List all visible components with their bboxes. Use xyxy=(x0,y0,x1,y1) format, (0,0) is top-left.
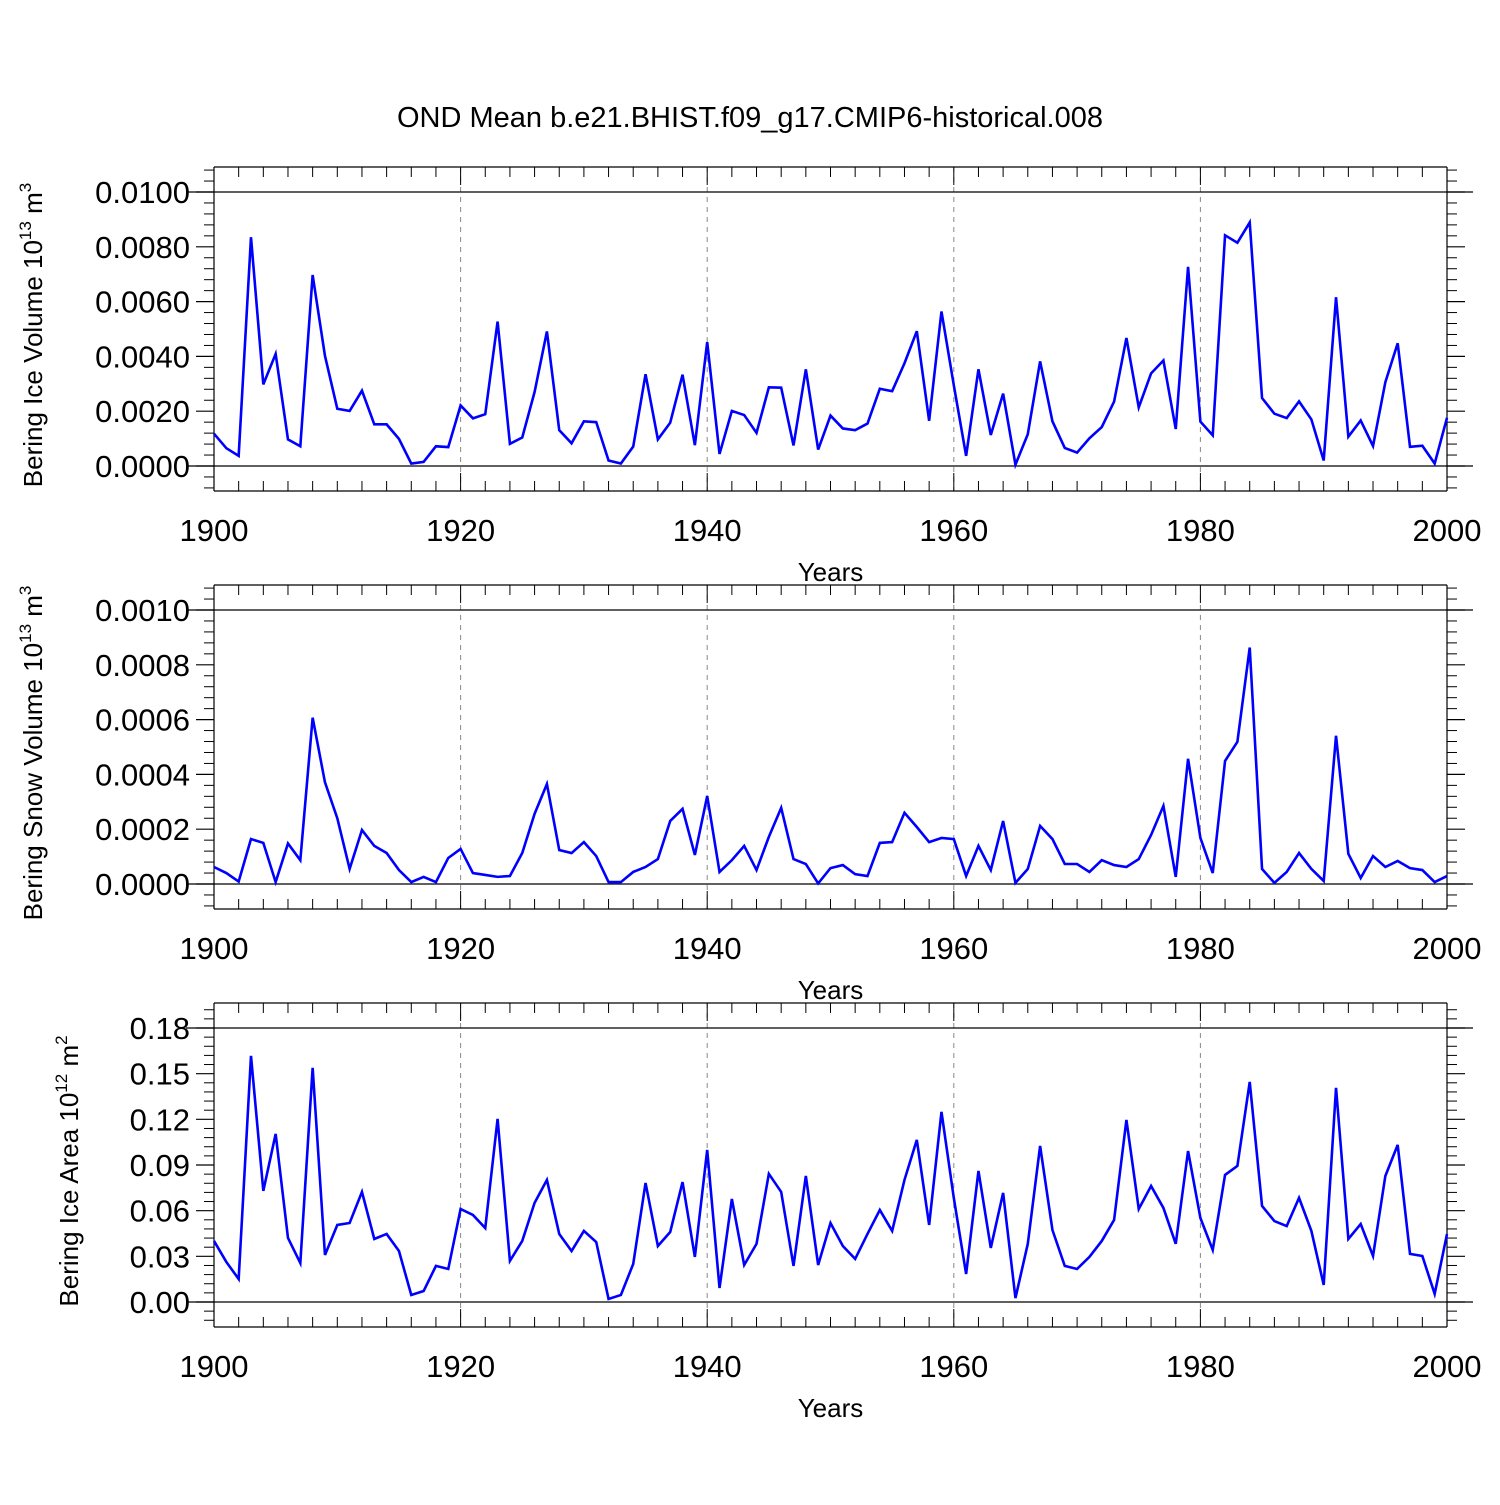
panel1-xtick-label: 1960 xyxy=(919,513,988,548)
panel2-xaxis-title: Years xyxy=(798,975,864,1005)
panel2-xtick-label: 1960 xyxy=(919,931,988,966)
panel2-ytick-label: 0.0002 xyxy=(95,812,190,847)
panel3-ytick-label: 0.12 xyxy=(130,1102,190,1137)
panel1-yaxis-title-unit: m xyxy=(18,192,48,221)
panel3-chart: 0.00 0.03 0.06 0.09 0.12 0.15 0.18 1900 1920 1940… xyxy=(52,1002,1482,1423)
panel1-ytick-label: 0.0020 xyxy=(95,394,190,429)
panel3-yaxis-title-exponent: 12 xyxy=(52,1074,71,1093)
panel2-ytick-label: 0.0008 xyxy=(95,648,190,683)
panel3-yaxis-title: Bering Ice Area 1012 m2 xyxy=(52,1035,84,1306)
panel3-xtick-label: 1920 xyxy=(426,1349,495,1384)
panel2-ytick-label: 0.0000 xyxy=(95,867,190,902)
panel1-ytick-label: 0.0080 xyxy=(95,230,190,265)
panel3-xtick-label: 2000 xyxy=(1413,1349,1482,1384)
panel2-xtick-label: 1940 xyxy=(673,931,742,966)
panel3-ytick-label: 0.09 xyxy=(130,1148,190,1183)
panel2-xtick-label: 1900 xyxy=(180,931,249,966)
panel3-ytick-label: 0.18 xyxy=(130,1011,190,1046)
panel2-xtick-label: 2000 xyxy=(1413,931,1482,966)
panel2-yaxis-title-exponent: 13 xyxy=(16,624,35,643)
panel3-ytick-label: 0.00 xyxy=(130,1285,190,1320)
panel2-yaxis-title-unit-exponent: 3 xyxy=(16,586,35,595)
panel2-yaxis-title-unit: m xyxy=(18,595,48,624)
panel1-xtick-label: 1920 xyxy=(426,513,495,548)
panel3-ytick-label: 0.15 xyxy=(130,1057,190,1092)
panel1-yaxis-title-main: Bering Ice Volume 10 xyxy=(18,240,48,487)
panel1-xtick-label: 1940 xyxy=(673,513,742,548)
panel3-ytick-label: 0.06 xyxy=(130,1194,190,1229)
panel1-chart: 0.0000 0.0020 0.0040 0.0060 0.0080 0.0100 1900… xyxy=(16,166,1482,587)
panel1-series-line xyxy=(213,218,1449,470)
panel1-ytick-label: 0.0100 xyxy=(95,175,190,210)
panel2-ytick-label: 0.0006 xyxy=(95,703,190,738)
panel3-xtick-label: 1960 xyxy=(919,1349,988,1384)
panel1-yaxis-title: Bering Ice Volume 1013 m3 xyxy=(16,183,48,487)
panel3-xaxis-title: Years xyxy=(798,1393,864,1423)
panel2-xtick-label: 1920 xyxy=(426,931,495,966)
panel3-yaxis-title-main: Bering Ice Area 10 xyxy=(54,1093,84,1307)
panel3-xtick-label: 1900 xyxy=(180,1349,249,1384)
panel3-xtick-label: 1980 xyxy=(1166,1349,1235,1384)
panel2-yaxis-title-main: Bering Snow Volume 10 xyxy=(18,643,48,921)
panel1-xtick-label: 1900 xyxy=(180,513,249,548)
panel1-xaxis-title: Years xyxy=(798,557,864,587)
panel3-ytick-label: 0.03 xyxy=(130,1239,190,1274)
panel2-chart: 0.0000 0.0002 0.0004 0.0006 0.0008 0.0010 1900… xyxy=(16,584,1482,1005)
panel2-series-line xyxy=(213,647,1448,887)
panel1-ytick-label: 0.0040 xyxy=(95,339,190,374)
panel1-ytick-label: 0.0000 xyxy=(95,449,190,484)
chart-title: OND Mean b.e21.BHIST.f09_g17.CMIP6-histo… xyxy=(397,102,1103,134)
panel2-yaxis-title: Bering Snow Volume 1013 m3 xyxy=(16,586,48,921)
panel2-ytick-label: 0.0010 xyxy=(95,593,190,628)
panel1-ytick-label: 0.0060 xyxy=(95,285,190,320)
panel3-series-line xyxy=(212,1055,1449,1301)
panel1-yaxis-title-exponent: 13 xyxy=(16,221,35,240)
panel3-yaxis-title-unit: m xyxy=(54,1045,84,1074)
panel1-xtick-label: 2000 xyxy=(1413,513,1482,548)
panel2-xtick-label: 1980 xyxy=(1166,931,1235,966)
panel3-yaxis-title-unit-exponent: 2 xyxy=(52,1035,71,1044)
panel1-xtick-label: 1980 xyxy=(1166,513,1235,548)
panel2-ytick-label: 0.0004 xyxy=(95,757,190,792)
panel1-yaxis-title-unit-exponent: 3 xyxy=(16,183,35,192)
panel3-xtick-label: 1940 xyxy=(673,1349,742,1384)
